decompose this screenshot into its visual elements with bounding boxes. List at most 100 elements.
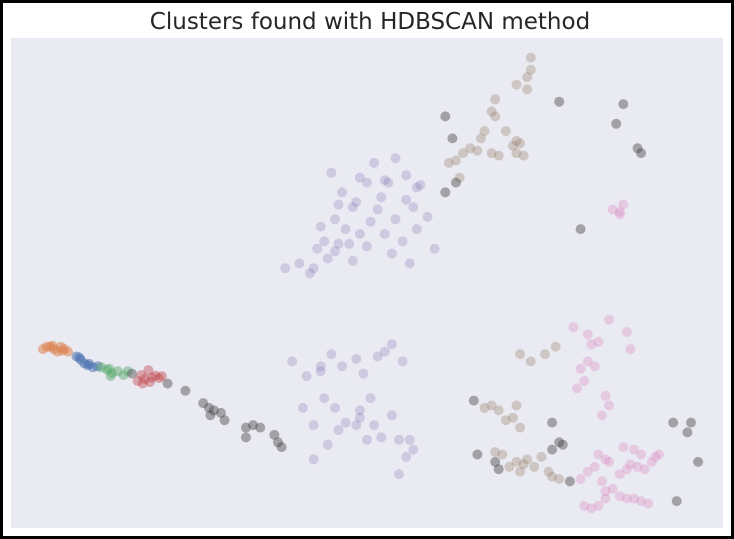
scatter-point-s6-p1 — [614, 209, 625, 220]
scatter-point-s6-p23 — [582, 466, 593, 477]
scatter-point-s4-p26 — [383, 177, 394, 188]
scatter-point-s5-p38 — [511, 456, 522, 467]
scatter-point-s7-p25 — [575, 224, 586, 235]
scatter-point-s7-p16 — [440, 111, 451, 122]
scatter-point-s6-p16 — [597, 410, 607, 421]
scatter-point-s5-p12 — [511, 135, 522, 146]
scatter-point-s4-p18 — [429, 243, 440, 254]
scatter-point-s4-p38 — [379, 175, 390, 186]
scatter-point-s4-p63 — [376, 432, 387, 443]
scatter-point-s6-p15 — [604, 400, 615, 411]
scatter-point-s6-p40 — [621, 493, 632, 504]
scatter-point-s7-p7 — [205, 410, 216, 421]
scatter-point-s4-p67 — [404, 434, 415, 445]
plot-area — [11, 38, 723, 528]
scatter-point-s5-p43 — [543, 466, 554, 477]
scatter-point-s3-p6 — [154, 373, 165, 384]
scatter-point-s5-p20 — [486, 148, 497, 159]
scatter-point-s1-p6 — [74, 352, 85, 363]
scatter-point-s4-p75 — [315, 366, 326, 377]
scatter-point-s4-p53 — [397, 356, 408, 367]
scatter-point-s5-p7 — [475, 133, 486, 144]
scatter-point-s2-p2 — [107, 368, 118, 379]
scatter-point-s5-p27 — [525, 356, 536, 367]
scatter-point-s4-p72 — [401, 451, 412, 462]
scatter-point-s4-p34 — [390, 214, 401, 225]
scatter-point-s3-p8 — [144, 377, 155, 387]
scatter-point-s5-p40 — [529, 461, 540, 472]
scatter-point-s5-p16 — [465, 143, 476, 154]
scatter-point-s5-p19 — [443, 157, 454, 168]
scatter-point-s4-p15 — [404, 258, 415, 269]
scatter-point-s5-p26 — [550, 341, 561, 352]
scatter-point-s4-p74 — [354, 412, 365, 423]
scatter-point-s4-p54 — [365, 393, 376, 404]
scatter-point-s4-p61 — [351, 420, 362, 431]
scatter-point-s7-p0 — [127, 368, 137, 379]
scatter-point-s6-p32 — [650, 451, 661, 462]
scatter-point-s4-p55 — [354, 405, 365, 416]
scatter-point-s7-p23 — [632, 143, 643, 154]
scatter-point-s4-p8 — [330, 214, 340, 225]
chart-title: Clusters found with HDBSCAN method — [149, 9, 591, 35]
scatter-point-s6-p22 — [589, 461, 600, 472]
scatter-point-s4-p62 — [369, 420, 380, 431]
scatter-point-s3-p1 — [136, 370, 147, 381]
scatter-point-s6-p29 — [632, 461, 643, 472]
scatter-point-s5-p37 — [504, 461, 515, 472]
scatter-point-s5-p41 — [515, 466, 526, 477]
scatter-point-s4-p24 — [369, 157, 380, 168]
scatter-point-s6-p8 — [604, 314, 615, 325]
scatter-point-s6-p13 — [575, 363, 586, 374]
scatter-point-s7-p24 — [636, 148, 647, 159]
scatter-point-s7-p9 — [241, 422, 251, 433]
scatter-point-s6-p2 — [618, 199, 629, 210]
scatter-point-s2-p7 — [104, 363, 115, 374]
scatter-point-s4-p27 — [401, 170, 412, 181]
scatter-point-s7-p13 — [269, 429, 280, 440]
scatter-point-s6-p39 — [614, 491, 625, 502]
scatter-point-s6-p45 — [586, 503, 597, 514]
scatter-point-s6-p42 — [636, 496, 647, 507]
scatter-point-s7-p35 — [668, 417, 679, 428]
scatter-point-s7-p2 — [180, 385, 191, 396]
scatter-point-s6-p20 — [600, 454, 611, 465]
scatter-point-s6-p44 — [579, 500, 590, 511]
scatter-point-s4-p17 — [422, 211, 433, 222]
scatter-point-s4-p39 — [333, 199, 344, 210]
scatter-point-s3-p4 — [147, 372, 157, 383]
scatter-point-s5-p42 — [536, 451, 547, 462]
scatter-point-s7-p18 — [440, 187, 451, 198]
scatter-point-s4-p35 — [408, 202, 419, 213]
scatter-point-s4-p19 — [401, 194, 412, 205]
scatter-point-s4-p48 — [351, 354, 362, 364]
scatter-point-s6-p4 — [568, 322, 579, 333]
scatter-point-s7-p3 — [198, 398, 209, 409]
scatter-point-s6-p47 — [600, 493, 611, 504]
scatter-point-s0-p8 — [47, 340, 58, 351]
scatter-point-s4-p56 — [340, 417, 351, 428]
scatter-point-s7-p12 — [241, 432, 251, 443]
scatter-point-s4-p57 — [330, 402, 340, 413]
scatter-point-s4-p36 — [344, 238, 355, 249]
scatter-point-s0-p9 — [57, 345, 68, 356]
scatter-point-s4-p3 — [312, 243, 323, 254]
scatter-point-s5-p3 — [522, 84, 533, 95]
scatter-point-s5-p9 — [490, 111, 501, 122]
scatter-point-s7-p33 — [472, 449, 483, 460]
scatter-point-s6-p38 — [607, 483, 618, 494]
scatter-point-s4-p7 — [347, 202, 358, 213]
scatter-point-s5-p10 — [500, 126, 511, 137]
scatter-point-s7-p31 — [490, 456, 501, 467]
scatter-point-s4-p46 — [326, 349, 337, 360]
scatter-point-s6-p6 — [586, 339, 597, 350]
scatter-point-s6-p17 — [579, 376, 590, 386]
scatter-point-s4-p47 — [337, 361, 348, 372]
scatter-point-s5-p17 — [472, 145, 483, 156]
scatter-point-s6-p26 — [614, 469, 625, 480]
scatter-point-s5-p23 — [518, 150, 529, 161]
scatter-point-s4-p21 — [354, 172, 365, 183]
scatter-point-s3-p9 — [156, 371, 167, 382]
scatter-point-s4-p50 — [372, 351, 383, 362]
scatter-point-s6-p10 — [625, 344, 636, 355]
